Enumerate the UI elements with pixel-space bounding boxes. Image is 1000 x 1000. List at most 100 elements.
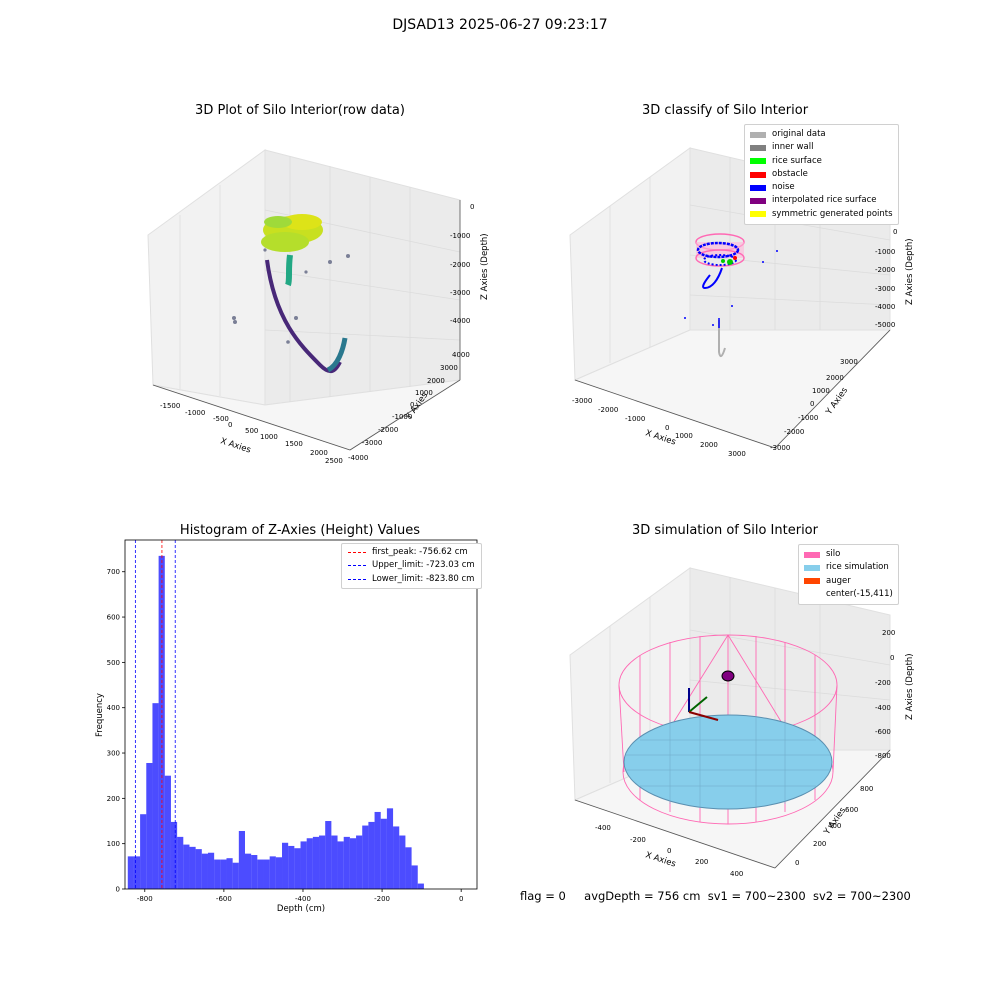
x-tick-label: -400 bbox=[295, 895, 311, 903]
legend-entry: obstacle bbox=[750, 168, 893, 181]
svg-text:3000: 3000 bbox=[440, 364, 458, 372]
simulation-z-ticks: 200 0 -200 -400 -600 -800 bbox=[875, 629, 895, 760]
simulation-x-ticks: -400 -200 0 200 400 bbox=[595, 824, 743, 878]
classify-plot-title: 3D classify of Silo Interior bbox=[641, 103, 809, 118]
histogram-bar bbox=[337, 841, 344, 889]
histogram-bar bbox=[349, 838, 357, 889]
legend-line bbox=[348, 565, 366, 567]
svg-text:-1000: -1000 bbox=[450, 232, 470, 240]
svg-text:1000: 1000 bbox=[260, 433, 278, 441]
histogram-bar bbox=[343, 836, 350, 889]
histogram-bar bbox=[319, 835, 326, 889]
status-flag: flag = 0 bbox=[520, 889, 566, 903]
classify-3d-plot[interactable]: -3000 -2000 -1000 0 1000 2000 3000 X Axi… bbox=[560, 130, 930, 460]
svg-text:1000: 1000 bbox=[675, 432, 693, 440]
x-tick-label: -800 bbox=[137, 895, 153, 903]
histogram-bar bbox=[288, 845, 295, 889]
raw-3d-plot[interactable]: -1500 -1000 -500 0 500 1000 1500 2000 25… bbox=[130, 130, 500, 480]
svg-text:-1000: -1000 bbox=[392, 413, 412, 421]
svg-text:600: 600 bbox=[845, 806, 858, 814]
histogram-bar bbox=[207, 852, 215, 889]
legend-swatch bbox=[750, 158, 766, 165]
y-tick-label: 0 bbox=[116, 886, 120, 894]
legend-swatch bbox=[750, 211, 766, 218]
legend-line bbox=[348, 552, 366, 554]
histogram-bar bbox=[146, 762, 153, 889]
histogram-bar bbox=[226, 858, 233, 889]
legend-entry: first_peak: -756.62 cm bbox=[348, 546, 475, 559]
svg-text:2000: 2000 bbox=[826, 374, 844, 382]
histogram-bar bbox=[189, 846, 196, 889]
histogram-bar bbox=[282, 842, 289, 889]
histogram-bar bbox=[393, 826, 400, 889]
histogram-bar bbox=[133, 856, 141, 889]
histogram-bar bbox=[374, 811, 381, 889]
y-tick-label: 600 bbox=[107, 614, 120, 622]
svg-text:-2000: -2000 bbox=[784, 428, 804, 436]
classify-legend: original data inner wall rice surface ob… bbox=[744, 124, 899, 226]
legend-entry: Lower_limit: -823.80 cm bbox=[348, 573, 475, 586]
svg-text:0: 0 bbox=[893, 228, 897, 236]
svg-text:3000: 3000 bbox=[728, 450, 746, 458]
y-tick-label: 200 bbox=[107, 795, 120, 803]
histogram-legend: first_peak: -756.62 cm Upper_limit: -723… bbox=[341, 543, 482, 589]
classify-y-ticks: 3000 2000 1000 0 -1000 -2000 -3000 bbox=[770, 358, 858, 452]
legend-swatch bbox=[750, 171, 766, 178]
svg-text:2000: 2000 bbox=[700, 441, 718, 449]
histogram-bar bbox=[417, 883, 424, 889]
y-tick-label: 300 bbox=[107, 750, 120, 758]
legend-line bbox=[348, 578, 366, 580]
svg-text:-500: -500 bbox=[213, 415, 229, 423]
histogram-bar bbox=[195, 849, 202, 889]
raw-surface-cluster bbox=[261, 214, 323, 252]
svg-text:1500: 1500 bbox=[285, 440, 303, 448]
histogram-bar bbox=[306, 838, 313, 889]
classify-noise-points bbox=[684, 241, 778, 326]
svg-text:4000: 4000 bbox=[452, 351, 470, 359]
y-tick-label: 700 bbox=[107, 568, 120, 576]
legend-entry: inner wall bbox=[750, 141, 893, 154]
histogram-bar bbox=[362, 825, 369, 889]
raw-y-ticks: 4000 3000 2000 1000 0 -1000 -2000 -3000 … bbox=[348, 351, 470, 462]
histogram-bar bbox=[294, 848, 301, 889]
histogram-frame bbox=[124, 539, 478, 890]
y-tick-label: 100 bbox=[107, 840, 120, 848]
histogram-chart[interactable]: -800 -600 -400 -200 00100200300400500600700 … bbox=[80, 530, 490, 920]
svg-text:0: 0 bbox=[667, 847, 671, 855]
svg-text:2000: 2000 bbox=[310, 449, 328, 457]
svg-text:-1500: -1500 bbox=[160, 402, 180, 410]
histogram-bar bbox=[386, 808, 394, 889]
histogram-bar bbox=[251, 855, 258, 889]
histogram-bar bbox=[244, 853, 252, 889]
svg-text:-4000: -4000 bbox=[875, 303, 895, 311]
svg-text:2500: 2500 bbox=[325, 457, 343, 465]
histogram-bar bbox=[356, 835, 363, 889]
simulation-3d-plot[interactable]: -400 -200 0 200 400 X Axies 800 600 400 … bbox=[560, 550, 930, 880]
legend-entry: center(-15,411) bbox=[826, 588, 893, 599]
svg-text:0: 0 bbox=[410, 401, 414, 409]
status-avg-depth: avgDepth = 756 cm bbox=[584, 889, 701, 903]
legend-swatch bbox=[750, 131, 766, 138]
svg-text:-4000: -4000 bbox=[450, 317, 470, 325]
svg-text:500: 500 bbox=[245, 427, 258, 435]
histogram-bar bbox=[220, 859, 227, 889]
svg-text:-3000: -3000 bbox=[572, 397, 592, 405]
svg-text:-4000: -4000 bbox=[348, 454, 368, 462]
svg-text:0: 0 bbox=[810, 400, 814, 408]
histogram-bar bbox=[201, 853, 208, 889]
histogram-bar bbox=[331, 835, 338, 889]
svg-text:-3000: -3000 bbox=[770, 444, 790, 452]
x-tick-label: -200 bbox=[374, 895, 390, 903]
legend-swatch bbox=[804, 551, 820, 558]
svg-text:-1000: -1000 bbox=[875, 248, 895, 256]
svg-text:-5000: -5000 bbox=[875, 321, 895, 329]
legend-entry: original data bbox=[750, 128, 893, 141]
raw-scatter bbox=[232, 248, 350, 344]
histogram-bar bbox=[127, 856, 134, 889]
svg-text:800: 800 bbox=[860, 785, 873, 793]
svg-text:200: 200 bbox=[813, 840, 826, 848]
legend-entry: rice simulation bbox=[804, 561, 893, 574]
svg-text:400: 400 bbox=[828, 822, 841, 830]
legend-entry: silo bbox=[804, 548, 893, 561]
histogram-bar bbox=[380, 818, 387, 889]
